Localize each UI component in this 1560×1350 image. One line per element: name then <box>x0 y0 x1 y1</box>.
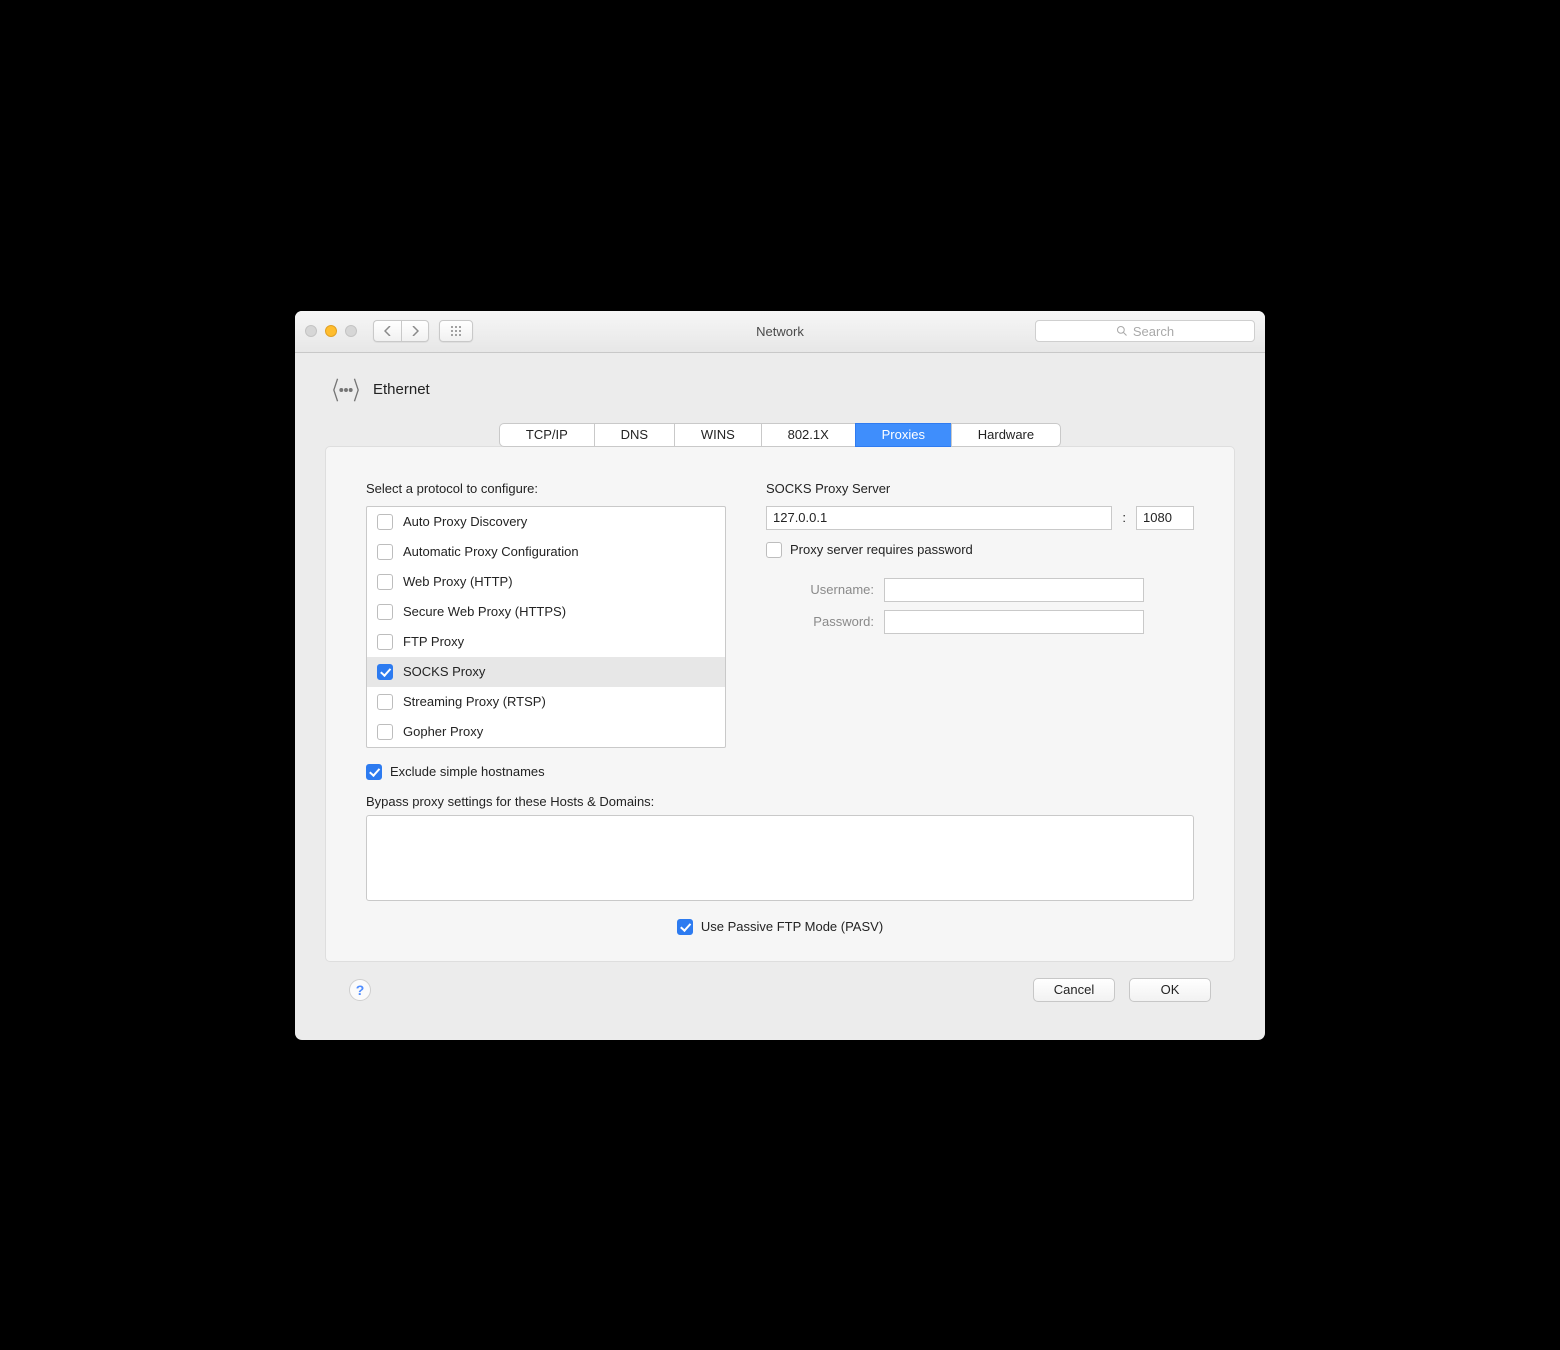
list-item: SOCKS Proxy <box>367 657 725 687</box>
tab-tcpip[interactable]: TCP/IP <box>499 423 594 447</box>
password-input[interactable] <box>884 610 1144 634</box>
checkbox[interactable] <box>377 634 393 650</box>
pasv-label: Use Passive FTP Mode (PASV) <box>701 919 883 934</box>
tab-proxies[interactable]: Proxies <box>855 423 951 447</box>
checkbox[interactable] <box>377 514 393 530</box>
tab-wins[interactable]: WINS <box>674 423 761 447</box>
search-icon <box>1116 325 1128 337</box>
bypass-input[interactable] <box>366 815 1194 901</box>
zoom-icon[interactable] <box>345 325 357 337</box>
checkbox[interactable] <box>377 574 393 590</box>
password-label: Password: <box>766 614 884 629</box>
minimize-icon[interactable] <box>325 325 337 337</box>
search-input[interactable]: Search <box>1035 320 1255 342</box>
network-prefs-window: Network Search Ethernet TCP/IP DNS WINS … <box>295 311 1265 1040</box>
proxy-port-input[interactable]: 1080 <box>1136 506 1194 530</box>
protocol-list-label: Select a protocol to configure: <box>366 481 726 496</box>
footer: ? Cancel OK <box>325 962 1235 1020</box>
requires-password-label: Proxy server requires password <box>790 542 973 557</box>
host-port-separator: : <box>1122 510 1126 525</box>
list-item: Automatic Proxy Configuration <box>367 537 725 567</box>
titlebar: Network Search <box>295 311 1265 353</box>
window-controls <box>305 325 357 337</box>
nav-back-forward <box>373 320 429 342</box>
checkbox[interactable] <box>377 544 393 560</box>
help-button[interactable]: ? <box>349 979 371 1001</box>
proxies-panel: Select a protocol to configure: Auto Pro… <box>325 446 1235 962</box>
exclude-hostnames-label: Exclude simple hostnames <box>390 764 545 779</box>
tab-8021x[interactable]: 802.1X <box>761 423 855 447</box>
proxy-host-input[interactable]: 127.0.0.1 <box>766 506 1112 530</box>
username-input[interactable] <box>884 578 1144 602</box>
search-placeholder: Search <box>1133 324 1174 339</box>
exclude-hostnames-checkbox[interactable] <box>366 764 382 780</box>
tab-bar: TCP/IP DNS WINS 802.1X Proxies Hardware <box>499 423 1061 447</box>
protocol-list[interactable]: Auto Proxy Discovery Automatic Proxy Con… <box>366 506 726 748</box>
forward-button[interactable] <box>401 320 429 342</box>
list-item: Web Proxy (HTTP) <box>367 567 725 597</box>
grid-icon <box>449 324 463 338</box>
ok-button[interactable]: OK <box>1129 978 1211 1002</box>
list-item: FTP Proxy <box>367 627 725 657</box>
checkbox[interactable] <box>377 724 393 740</box>
list-item: Auto Proxy Discovery <box>367 507 725 537</box>
cancel-button[interactable]: Cancel <box>1033 978 1115 1002</box>
checkbox[interactable] <box>377 604 393 620</box>
tab-hardware[interactable]: Hardware <box>951 423 1061 447</box>
list-item: Secure Web Proxy (HTTPS) <box>367 597 725 627</box>
show-all-button[interactable] <box>439 320 473 342</box>
username-label: Username: <box>766 582 884 597</box>
list-item: Gopher Proxy <box>367 717 725 747</box>
server-label: SOCKS Proxy Server <box>766 481 1194 496</box>
interface-name: Ethernet <box>373 381 430 398</box>
checkbox[interactable] <box>377 694 393 710</box>
close-icon[interactable] <box>305 325 317 337</box>
checkbox[interactable] <box>377 664 393 680</box>
interface-header: Ethernet <box>331 375 1235 405</box>
pasv-checkbox[interactable] <box>677 919 693 935</box>
ethernet-icon <box>331 375 361 405</box>
bypass-label: Bypass proxy settings for these Hosts & … <box>366 794 1194 809</box>
list-item: Streaming Proxy (RTSP) <box>367 687 725 717</box>
requires-password-checkbox[interactable] <box>766 542 782 558</box>
back-button[interactable] <box>373 320 401 342</box>
tab-dns[interactable]: DNS <box>594 423 674 447</box>
window-body: Ethernet TCP/IP DNS WINS 802.1X Proxies … <box>295 353 1265 1040</box>
